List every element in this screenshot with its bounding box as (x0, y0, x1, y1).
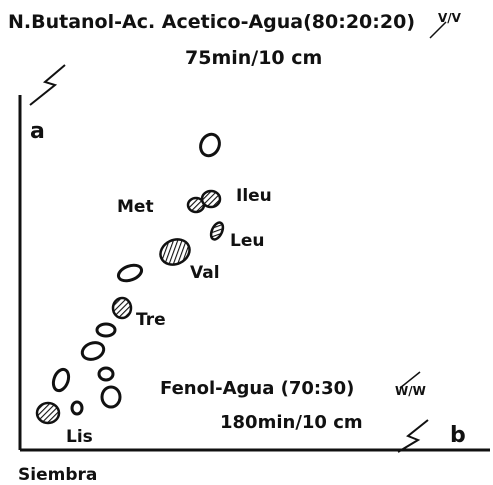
title: N.Butanol-Ac. Acetico-Agua(80:20:20) (8, 11, 415, 33)
unit-slash (429, 21, 447, 39)
shape (209, 221, 225, 241)
spot-label: Ileu (236, 186, 272, 206)
spot-label: Met (117, 197, 154, 217)
solvent: Fenol-Agua (70:30) (160, 378, 354, 399)
spot-label: Leu (230, 231, 264, 251)
break-mark (397, 419, 429, 453)
spot-label: Lis (66, 427, 93, 447)
shape (97, 366, 115, 382)
shape (200, 189, 222, 209)
axis-label: a (30, 119, 45, 144)
title-unit: V/V (438, 11, 462, 25)
shape (95, 322, 117, 338)
shape (80, 341, 106, 361)
break-mark (29, 64, 66, 106)
unit-slash (399, 371, 421, 389)
shape (116, 263, 144, 283)
solvent-time: 180min/10 cm (220, 412, 363, 433)
origin-label: Siembra (18, 465, 97, 485)
shape (199, 132, 221, 158)
axes (18, 95, 490, 452)
spot-label: Tre (136, 310, 166, 330)
shape (111, 296, 133, 320)
shape (70, 400, 84, 416)
subtitle: 75min/10 cm (185, 47, 322, 69)
shape (51, 367, 71, 393)
shape (35, 401, 61, 425)
solvent-unit: W/W (395, 384, 426, 398)
shape (100, 385, 122, 409)
spot-label: Val (190, 263, 220, 283)
axis-label: b (450, 423, 466, 448)
spots (35, 132, 225, 425)
shape (159, 238, 191, 266)
